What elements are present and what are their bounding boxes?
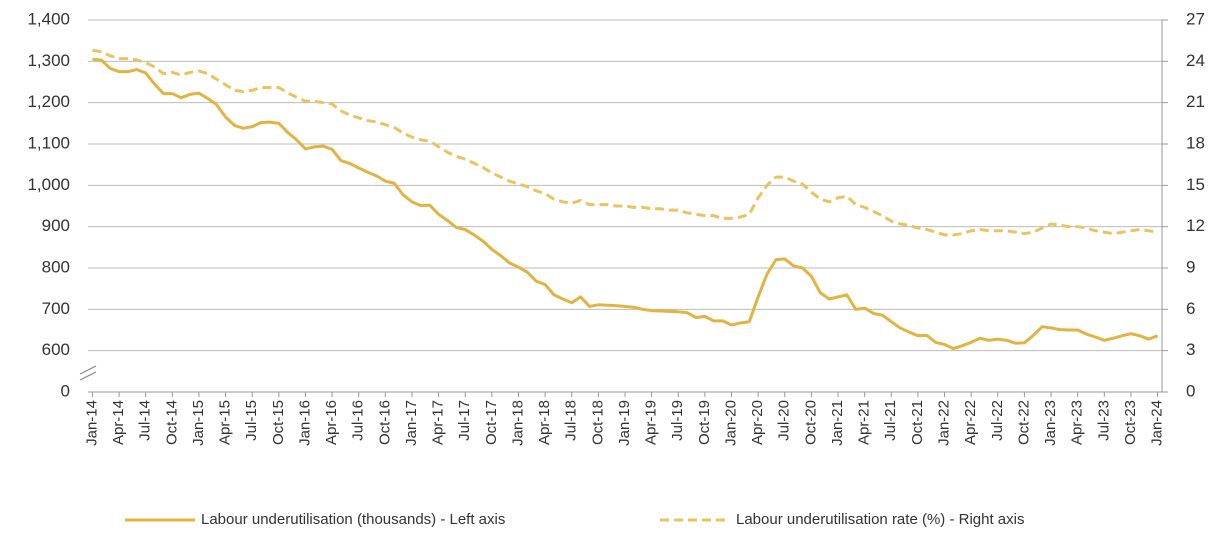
- x-tick-label: Jan-16: [296, 400, 313, 446]
- x-tick-label: Jul-14: [137, 400, 154, 441]
- x-tick-label: Jan-23: [1042, 400, 1059, 446]
- x-tick-label: Oct-16: [376, 400, 393, 445]
- y-tick-label: 900: [42, 216, 70, 235]
- x-tick-label: Apr-14: [110, 400, 127, 445]
- x-tick-label: Jul-21: [882, 400, 899, 441]
- series-line: [92, 48, 1158, 237]
- y-tick-label: 700: [42, 299, 70, 318]
- x-tick-label: Jan-22: [936, 400, 953, 446]
- x-tick-label: Jul-18: [563, 400, 580, 441]
- x-tick-label: Jan-21: [829, 400, 846, 446]
- x-tick-label: Jul-22: [989, 400, 1006, 441]
- x-tick-label: Jul-23: [1095, 400, 1112, 441]
- y2-tick-label: 27: [1186, 9, 1205, 28]
- y2-tick-label: 21: [1186, 92, 1205, 111]
- x-tick-label: Oct-20: [802, 400, 819, 445]
- x-tick-label: Apr-18: [536, 400, 553, 445]
- axis-break: [79, 365, 97, 375]
- x-tick-label: Jan-15: [190, 400, 207, 446]
- y-tick-label: 1,400: [27, 9, 70, 28]
- x-tick-label: Jan-20: [722, 400, 739, 446]
- x-tick-label: Jul-15: [243, 400, 260, 441]
- y-tick-label: 600: [42, 340, 70, 359]
- x-tick-label: Oct-14: [163, 400, 180, 445]
- x-tick-label: Jul-19: [669, 400, 686, 441]
- x-tick-label: Jul-17: [456, 400, 473, 441]
- x-tick-label: Jan-19: [616, 400, 633, 446]
- x-tick-label: Oct-17: [483, 400, 500, 445]
- x-tick-label: Apr-15: [217, 400, 234, 445]
- y-tick-label: 1,100: [27, 133, 70, 152]
- x-tick-label: Jul-16: [350, 400, 367, 441]
- x-tick-label: Oct-19: [696, 400, 713, 445]
- x-tick-label: Oct-23: [1122, 400, 1139, 445]
- x-tick-label: Jan-18: [509, 400, 526, 446]
- x-tick-label: Oct-21: [909, 400, 926, 445]
- y2-tick-label: 6: [1186, 299, 1195, 318]
- y-tick-label: 0: [61, 381, 70, 400]
- y-tick-label: 1,200: [27, 92, 70, 111]
- x-tick-label: Oct-15: [270, 400, 287, 445]
- x-tick-label: Jan-17: [403, 400, 420, 446]
- y2-tick-label: 12: [1186, 216, 1205, 235]
- y2-tick-label: 3: [1186, 340, 1195, 359]
- y-tick-label: 800: [42, 257, 70, 276]
- x-tick-label: Apr-22: [962, 400, 979, 445]
- x-tick-label: Apr-17: [430, 400, 447, 445]
- legend-label: Labour underutilisation rate (%) - Right…: [736, 511, 1024, 528]
- y2-tick-label: 9: [1186, 257, 1195, 276]
- x-tick-label: Jan-24: [1149, 400, 1166, 446]
- x-tick-label: Apr-21: [856, 400, 873, 445]
- x-tick-label: Apr-23: [1069, 400, 1086, 445]
- x-tick-label: Jul-20: [776, 400, 793, 441]
- x-tick-label: Jan-14: [83, 400, 100, 446]
- y2-tick-label: 0: [1186, 381, 1195, 400]
- y-tick-label: 1,300: [27, 51, 70, 70]
- x-tick-label: Oct-18: [589, 400, 606, 445]
- x-tick-label: Apr-19: [643, 400, 660, 445]
- x-tick-label: Apr-16: [323, 400, 340, 445]
- legend-label: Labour underutilisation (thousands) - Le…: [201, 511, 505, 528]
- y2-tick-label: 15: [1186, 175, 1205, 194]
- x-tick-label: Oct-22: [1015, 400, 1032, 445]
- x-tick-label: Apr-20: [749, 400, 766, 445]
- y2-tick-label: 18: [1186, 133, 1205, 152]
- y2-tick-label: 24: [1186, 51, 1205, 70]
- axis-break: [79, 371, 97, 381]
- series-line: [92, 57, 1159, 351]
- y-tick-label: 1,000: [27, 175, 70, 194]
